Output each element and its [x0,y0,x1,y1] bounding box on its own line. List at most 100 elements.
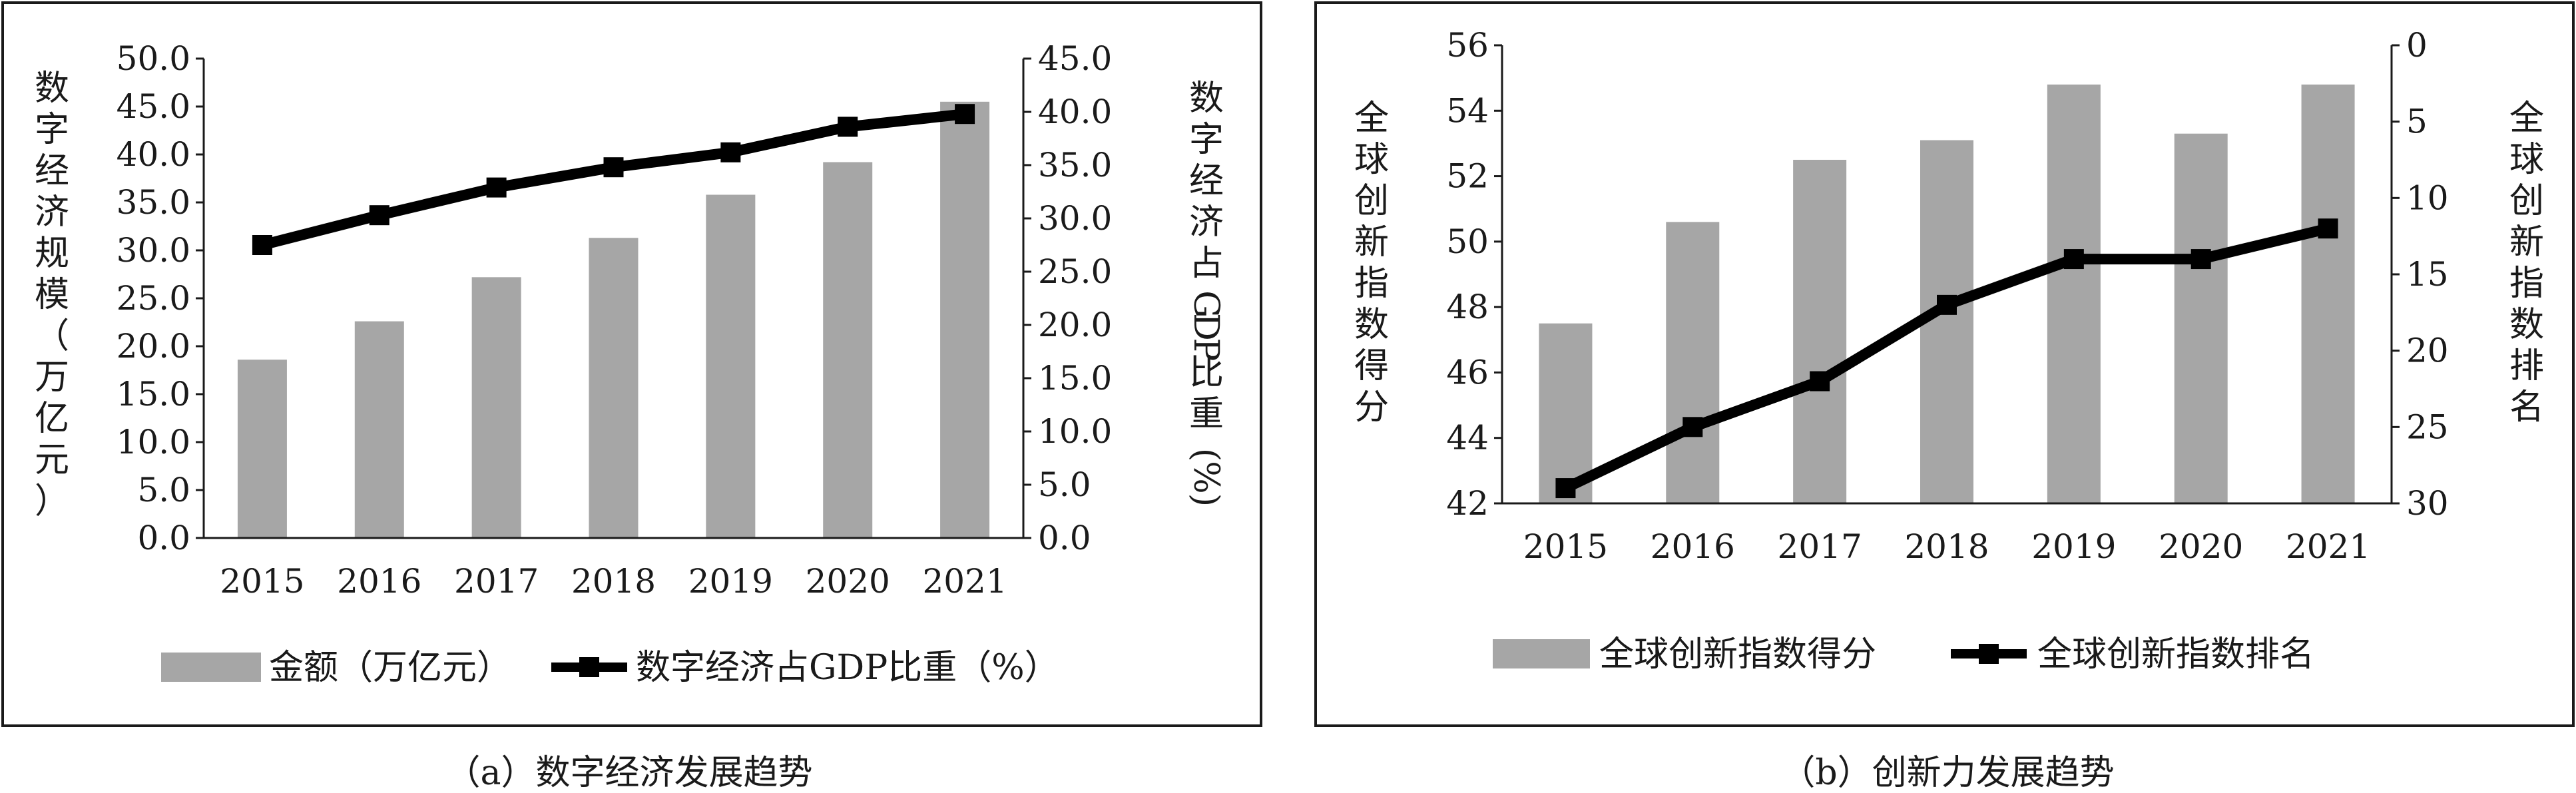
y2-axis-title-char: ( [1186,448,1226,461]
bar-2021 [2301,84,2355,503]
y2-axis-title-char: G [1186,290,1226,318]
y2-tick-label: 30.0 [1038,199,1112,238]
bar-2015 [237,360,287,538]
digital-economy-chart: 0.0 5.0 10.0 15.0 20.0 25.0 30.0 35.0 40.0 45.0 50… [35,39,1226,688]
y2-tick-label: 5 [2406,103,2428,141]
bar-2015 [1539,323,1593,503]
x-tick-label: 2020 [2159,527,2243,566]
y-axis-title: 全球创新指数得分 [1354,99,1389,427]
bar-2018 [589,238,639,538]
bar-2018 [1920,140,1973,503]
y-tick-label: 35.0 [117,183,190,222]
y-tick-label: 42 [1446,484,1489,523]
y-tick-label: 10.0 [117,423,190,461]
x-tick-label: 2015 [1523,527,1608,566]
y-tick-label: 45.0 [117,87,190,126]
right-caption: （b）创新力发展趋势 [1780,753,2114,793]
y-tick-label: 0.0 [137,519,190,557]
y2-tick-label: 25.0 [1038,252,1112,291]
y2-axis-title: 数字经济占比重 [1189,79,1224,434]
legend-line-label: 全球创新指数排名 [2037,635,2314,674]
y2-tick-label: 30 [2406,484,2449,523]
y2-tick-label: 15 [2406,255,2449,294]
y2-tick-label: 0 [2406,26,2428,65]
right-panel-frame [1314,1,2575,727]
y2-tick-label: 40.0 [1038,93,1112,131]
left-caption: （a）数字经济发展趋势 [445,753,812,793]
legend-bar-label: 全球创新指数得分 [1599,635,1876,674]
line-point-2018 [1937,294,1957,315]
legend-line-marker [579,657,599,677]
y-tick-label: 15.0 [117,375,190,413]
bar-2019 [2047,84,2101,503]
line-point-2019 [2063,249,2084,270]
y2-axis-title: 全球创新指数排名 [2509,99,2544,427]
y2-tick-label: 10.0 [1038,412,1112,451]
x-tick-label: 2017 [1778,527,1862,566]
bar-2020 [823,162,873,538]
line-point-2019 [720,142,741,162]
bar-2016 [354,321,404,538]
y2-tick-label: 15.0 [1038,359,1112,397]
y2-tick-label: 10 [2406,178,2449,217]
y-tick-label: 50.0 [117,39,190,78]
line-point-2021 [955,104,975,125]
y-tick-label: 30.0 [117,231,190,270]
y2-tick-label: 25 [2406,407,2449,446]
innovation-chart: 42 44 46 48 50 52 54 56 0 5 10 15 20 25 30 2015 2016 2017… [1354,26,2544,674]
y-tick-label: 40.0 [117,135,190,174]
y-tick-label: 46 [1446,353,1489,392]
line-point-2016 [1682,417,1703,437]
x-tick-label: 2018 [571,562,656,601]
bar-2019 [706,194,756,539]
legend-bar-swatch [1493,639,1590,668]
bar-2020 [2174,133,2228,503]
line-point-2020 [838,117,858,137]
y-axis-title: 数字经济规模（万亿元） [35,69,69,521]
y-tick-label: 25.0 [117,279,190,318]
x-tick-label: 2021 [2286,527,2370,566]
x-tick-label: 2015 [220,562,304,601]
y2-tick-label: 45.0 [1038,39,1112,78]
left-panel-frame [1,1,1262,727]
legend-line-marker [1979,644,1999,664]
y2-axis-title-char: ) [1186,493,1226,507]
legend-bar-label: 金额（万亿元） [269,648,511,688]
y2-tick-label: 5.0 [1038,465,1091,504]
line-point-2017 [1810,371,1830,392]
line-point-2018 [603,157,624,178]
legend-line-label: 数字经济占GDP比重（%） [636,648,1059,688]
y2-axis-title-char: % [1186,461,1226,493]
x-tick-label: 2019 [688,562,773,601]
bar-2016 [1666,222,1720,503]
line-point-2016 [369,205,389,226]
y-tick-label: 48 [1446,288,1489,326]
x-tick-label: 2021 [922,562,1007,601]
y-tick-label: 5.0 [137,471,190,509]
x-tick-label: 2017 [454,562,539,601]
y-tick-label: 20.0 [117,327,190,366]
y-tick-label: 54 [1446,91,1489,130]
y-tick-label: 52 [1446,157,1489,196]
line-point-2021 [2318,218,2338,239]
legend-bar-swatch [161,653,261,682]
y2-axis-title-char: D [1186,313,1226,341]
line-point-2015 [1555,478,1576,499]
bar-2017 [471,277,521,538]
x-tick-label: 2018 [1904,527,1989,566]
x-tick-label: 2020 [806,562,890,601]
y-tick-label: 44 [1446,419,1489,457]
y2-tick-label: 0.0 [1038,519,1091,557]
y2-axis-title-char: P [1186,338,1226,362]
y-tick-label: 50 [1446,222,1489,261]
x-tick-label: 2019 [2031,527,2116,566]
y-tick-label: 56 [1446,26,1489,65]
y2-tick-label: 35.0 [1038,146,1112,184]
y2-tick-label: 20.0 [1038,306,1112,344]
line-point-2017 [486,177,507,198]
bar-2021 [940,101,990,539]
x-tick-label: 2016 [337,562,421,601]
x-tick-label: 2016 [1651,527,1735,566]
line-point-2015 [252,235,272,255]
